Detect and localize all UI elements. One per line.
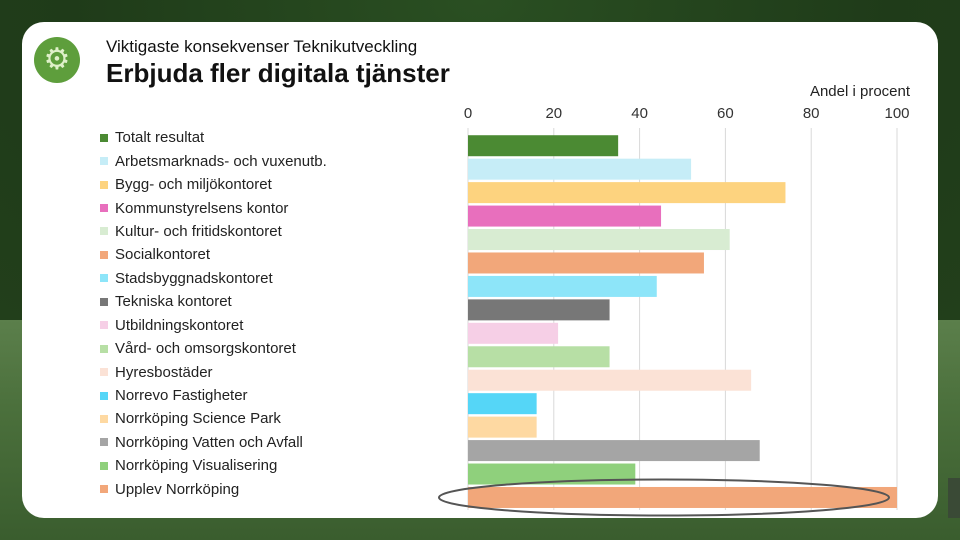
legend-swatch [100, 461, 108, 470]
bar [468, 229, 730, 251]
bar [468, 416, 537, 438]
slide-edge-decoration [948, 478, 960, 518]
x-tick-label: 40 [631, 105, 648, 122]
bar [468, 275, 657, 297]
legend-swatch [100, 438, 108, 447]
legend-item: Norrköping Vatten och Avfall [100, 431, 327, 454]
legend-item: Norrköping Visualisering [100, 454, 327, 477]
bar [468, 393, 537, 415]
legend-swatch [100, 133, 108, 142]
legend-label: Hyresbostäder [115, 363, 213, 381]
legend-label: Kommunstyrelsens kontor [115, 199, 289, 217]
legend-label: Norrköping Science Park [115, 410, 281, 428]
legend-label: Vård- och omsorgskontoret [115, 340, 296, 358]
legend-item: Utbildningskontoret [100, 314, 327, 337]
x-axis-title: Andel i procent [809, 83, 911, 100]
gear-icon: ⚙ [34, 37, 80, 83]
legend-swatch [100, 297, 108, 306]
legend-label: Norrköping Vatten och Avfall [115, 433, 303, 451]
slide-subtitle: Viktigaste konsekvenser Teknikutveckling [106, 37, 418, 56]
legend-label: Upplev Norrköping [115, 480, 240, 498]
x-tick-label: 20 [545, 105, 562, 122]
legend-swatch [100, 274, 108, 283]
legend-swatch [100, 344, 108, 353]
legend-swatch [100, 368, 108, 377]
legend-item: Hyresbostäder [100, 360, 327, 383]
bar [468, 135, 619, 157]
chart-legend: Totalt resultat Arbetsmarknads- och vuxen… [100, 126, 327, 501]
legend-item: Kommunstyrelsens kontor [100, 196, 327, 219]
legend-item: Arbetsmarknads- och vuxenutb. [100, 149, 327, 172]
bar [468, 322, 559, 344]
legend-label: Kultur- och fritidskontoret [115, 222, 282, 240]
bar [468, 158, 692, 180]
bar [468, 346, 610, 368]
highlight-ellipse [438, 478, 890, 517]
legend-item: Kultur- och fritidskontoret [100, 220, 327, 243]
legend-label: Stadsbyggnadskontoret [115, 269, 273, 287]
bar [468, 486, 897, 508]
legend-item: Socialkontoret [100, 243, 327, 266]
legend-item: Tekniska kontoret [100, 290, 327, 313]
bar [468, 369, 752, 391]
legend-swatch [100, 321, 108, 330]
bar [468, 182, 786, 204]
legend-swatch [100, 204, 108, 213]
legend-label: Arbetsmarknads- och vuxenutb. [115, 152, 327, 170]
legend-item: Stadsbyggnadskontoret [100, 267, 327, 290]
legend-swatch [100, 157, 108, 166]
legend-swatch [100, 227, 108, 236]
legend-label: Bygg- och miljökontoret [115, 176, 272, 194]
legend-label: Tekniska kontoret [115, 293, 232, 311]
legend-swatch [100, 180, 108, 189]
legend-label: Norrköping Visualisering [115, 457, 278, 475]
legend-item: Norrköping Science Park [100, 407, 327, 430]
legend-label: Norrevo Fastigheter [115, 387, 248, 405]
x-tick-label: 100 [884, 105, 909, 122]
legend-item: Bygg- och miljökontoret [100, 173, 327, 196]
x-tick-label: 60 [717, 105, 734, 122]
x-tick-label: 80 [803, 105, 820, 122]
bar [468, 299, 610, 321]
legend-label: Utbildningskontoret [115, 316, 244, 334]
bar [468, 205, 662, 227]
slide-title: Erbjuda fler digitala tjänster [106, 58, 450, 88]
legend-item: Totalt resultat [100, 126, 327, 149]
bar [468, 440, 760, 462]
legend-item: Norrevo Fastigheter [100, 384, 327, 407]
legend-label: Socialkontoret [115, 246, 211, 264]
legend-swatch [100, 485, 108, 494]
legend-swatch [100, 414, 108, 423]
bar [468, 463, 636, 485]
bar [468, 252, 704, 274]
legend-swatch [100, 391, 108, 400]
legend-item: Upplev Norrköping [100, 478, 327, 501]
legend-swatch [100, 250, 108, 259]
legend-item: Vård- och omsorgskontoret [100, 337, 327, 360]
legend-label: Totalt resultat [115, 129, 205, 147]
x-tick-label: 0 [464, 105, 472, 122]
